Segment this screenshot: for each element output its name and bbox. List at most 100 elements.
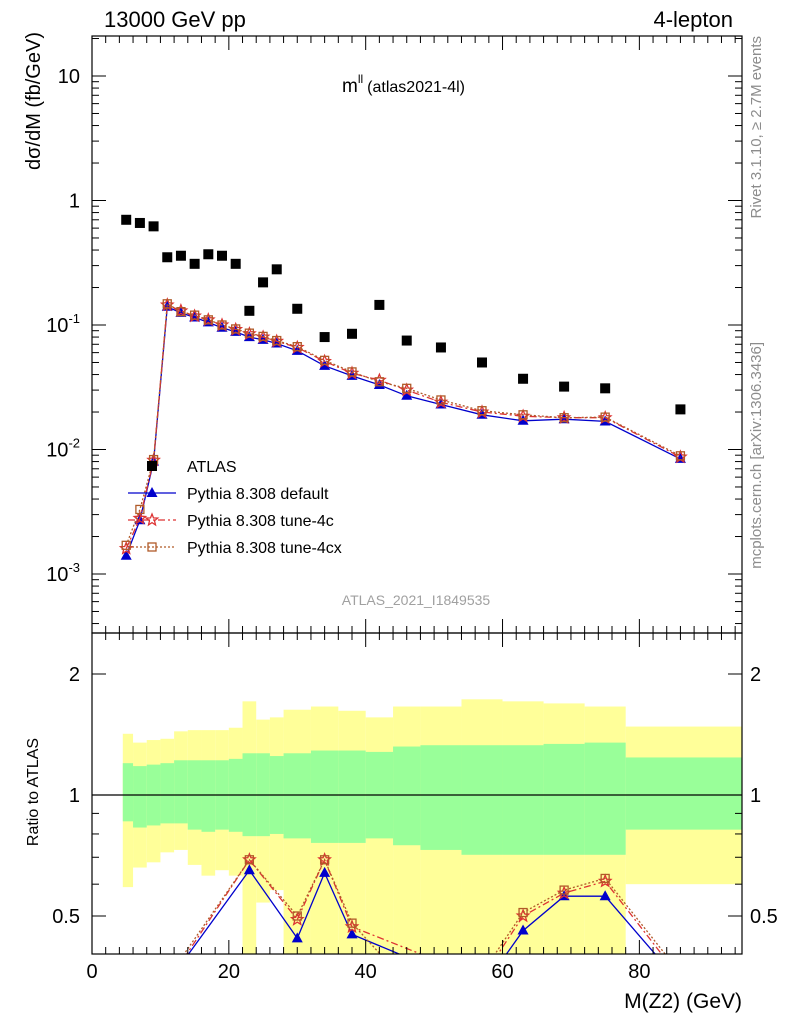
marker-filled-square bbox=[374, 299, 385, 310]
marker-filled-square bbox=[230, 258, 241, 269]
marker-open-square bbox=[163, 974, 171, 982]
legend-item: Pythia 8.308 tune-4c bbox=[128, 512, 334, 530]
marker-open-square bbox=[231, 324, 241, 334]
stat-uncertainty-band-bin bbox=[160, 763, 175, 824]
marker-open-square bbox=[147, 542, 157, 552]
marker-open-square bbox=[135, 504, 145, 515]
total-uncertainty-band-bin bbox=[242, 701, 257, 954]
y-ratio-tick-label-right: 0.5 bbox=[750, 906, 778, 928]
marker-triangle bbox=[319, 866, 331, 877]
stat-uncertainty-band-bin bbox=[393, 746, 421, 846]
marker-filled-square bbox=[559, 381, 570, 392]
marker-filled-square bbox=[203, 249, 214, 260]
marker-star bbox=[675, 972, 686, 983]
y-ratio-tick-label-left: 0.5 bbox=[52, 906, 80, 928]
x-tick-label: 60 bbox=[491, 961, 513, 983]
marker-filled-square bbox=[675, 404, 686, 415]
marker-triangle bbox=[401, 389, 413, 400]
marker-filled-square bbox=[477, 357, 487, 368]
marker-filled-square bbox=[244, 305, 255, 316]
series-line bbox=[185, 858, 663, 954]
marker-open-square bbox=[518, 907, 528, 918]
marker-filled-square bbox=[162, 252, 173, 263]
y-main-tick-label: 1 bbox=[69, 191, 80, 213]
marker-filled-square bbox=[271, 264, 282, 275]
y-main-tick-label: 10-3 bbox=[46, 560, 80, 586]
tick-exponent: -3 bbox=[68, 560, 80, 575]
marker-star bbox=[144, 512, 160, 527]
tick-exponent: -1 bbox=[68, 311, 80, 326]
marker-triangle bbox=[120, 549, 132, 560]
marker-filled-square bbox=[347, 328, 357, 339]
stat-uncertainty-band-bin bbox=[174, 760, 188, 824]
axis-ticks bbox=[91, 36, 742, 954]
marker-filled-square bbox=[148, 221, 159, 232]
series-atlas bbox=[121, 214, 686, 415]
marker-open-square bbox=[403, 979, 411, 987]
marker-open-square bbox=[347, 367, 357, 377]
marker-open-square bbox=[292, 342, 302, 352]
marker-triangle bbox=[517, 414, 529, 425]
plot-title-main: m bbox=[342, 76, 358, 97]
marker-filled-square bbox=[435, 342, 446, 353]
marker-open-square bbox=[559, 413, 569, 423]
tick-exponent: -2 bbox=[68, 436, 80, 451]
marker-filled-square bbox=[600, 383, 611, 394]
legend-label: Pythia 8.308 tune-4c bbox=[187, 513, 334, 530]
y-ratio-tick-label-left: 1 bbox=[69, 785, 80, 807]
marker-star bbox=[476, 972, 487, 983]
marker-filled-square bbox=[175, 250, 186, 261]
marker-open-square bbox=[477, 406, 487, 416]
legend-label: Pythia 8.308 default bbox=[187, 486, 329, 503]
stat-uncertainty-band-bin bbox=[310, 750, 339, 843]
marker-triangle bbox=[477, 983, 488, 993]
stat-uncertainty-band-bin bbox=[543, 743, 585, 855]
marker-triangle bbox=[291, 932, 303, 943]
marker-open-square bbox=[203, 315, 213, 325]
x-axis-label: M(Z2) (GeV) bbox=[624, 990, 742, 1013]
y-ratio-tick-labels: 0.5 0.5 1 1 2 2 bbox=[52, 664, 778, 928]
marker-filled-square bbox=[319, 332, 330, 343]
main-series bbox=[118, 214, 688, 560]
y-axis-label-main: dσ/dM (fb/GeV) bbox=[23, 32, 45, 170]
marker-open-square bbox=[347, 918, 357, 928]
marker-open-square bbox=[292, 911, 302, 921]
marker-open-square bbox=[319, 855, 330, 865]
marker-open-square bbox=[272, 335, 282, 346]
plot-title-sup: ll bbox=[358, 72, 363, 86]
marker-open-square bbox=[374, 377, 385, 387]
marker-filled-square bbox=[401, 335, 412, 346]
header-right: 4-lepton bbox=[653, 7, 733, 32]
y-ratio-tick-label-left: 2 bbox=[69, 664, 80, 686]
marker-star bbox=[132, 510, 148, 525]
marker-triangle bbox=[346, 928, 358, 939]
x-tick-label: 20 bbox=[218, 961, 240, 983]
marker-filled-square bbox=[189, 258, 200, 269]
marker-open-square bbox=[319, 355, 330, 366]
plot-title-sub: (atlas2021-4l) bbox=[367, 79, 465, 96]
series-line bbox=[183, 858, 666, 954]
marker-triangle bbox=[162, 977, 173, 987]
y-ratio-tick-label-right: 2 bbox=[750, 664, 761, 686]
stat-uncertainty-band-bin bbox=[338, 750, 366, 843]
marker-filled-square bbox=[134, 217, 145, 228]
legend-item: Pythia 8.308 tune-4cx bbox=[128, 540, 342, 557]
x-tick-label: 80 bbox=[628, 961, 650, 983]
y-axis-label-ratio: Ratio to ATLAS bbox=[25, 738, 42, 846]
ratio-series bbox=[162, 852, 686, 993]
marker-open-square bbox=[402, 383, 412, 393]
marker-open-square bbox=[559, 885, 569, 895]
stat-uncertainty-band-bin bbox=[420, 745, 462, 850]
marker-filled-square bbox=[258, 277, 269, 288]
tick-base: 10 bbox=[46, 564, 68, 586]
header-left: 13000 GeV pp bbox=[104, 7, 246, 32]
legend-label: ATLAS bbox=[187, 459, 237, 476]
marker-triangle bbox=[373, 378, 385, 389]
marker-open-square bbox=[162, 299, 172, 309]
marker-filled-square bbox=[147, 461, 157, 471]
x-tick-label: 0 bbox=[86, 961, 97, 983]
series-pythia-8-308-tune-4cx bbox=[163, 855, 666, 987]
stat-uncertainty-band-bin bbox=[625, 757, 742, 830]
tick-base: 10 bbox=[46, 440, 68, 462]
